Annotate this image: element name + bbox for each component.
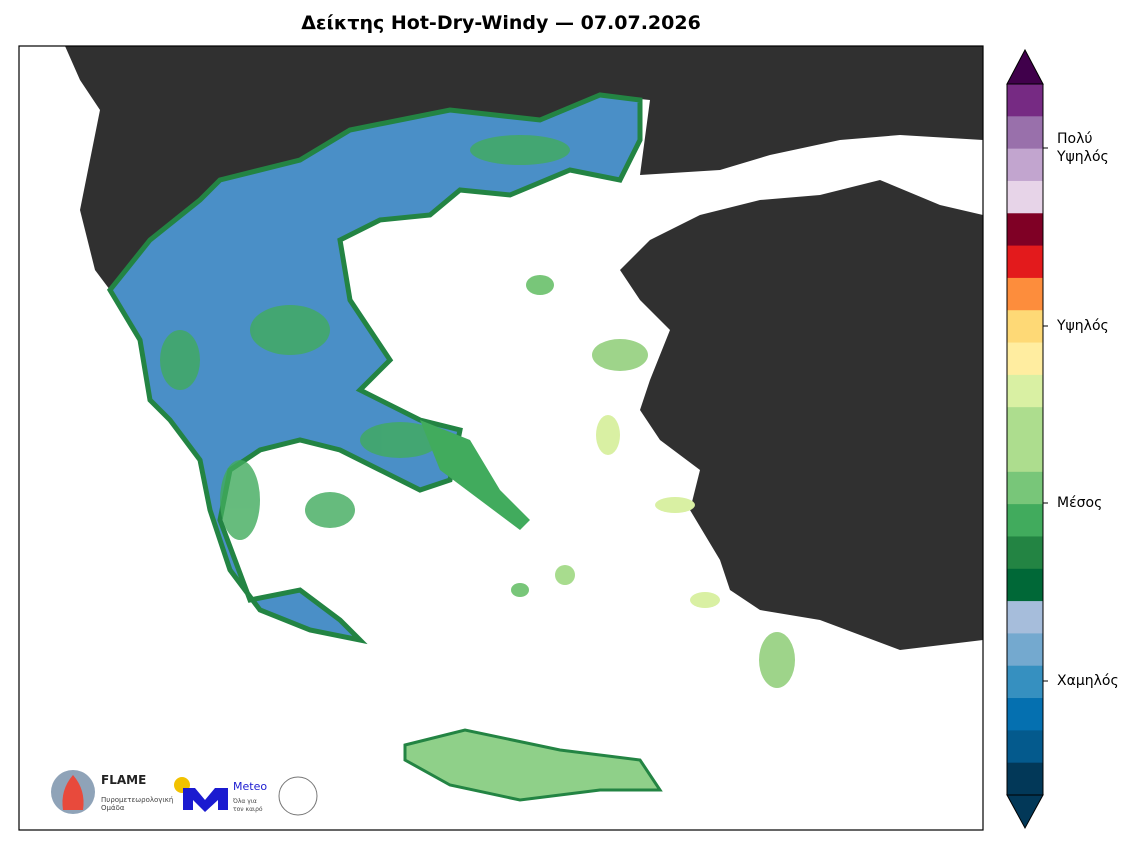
island [759,632,795,688]
colorbar-segment [1007,730,1043,764]
island [690,592,720,608]
turkey [620,180,983,650]
map-title: Δείκτης Hot-Dry-Windy — 07.07.2026 [301,12,701,34]
crete [403,728,663,802]
island [526,275,554,295]
colorbar [1006,48,1048,830]
island [511,583,529,597]
meteo-caption: Όλα για τον καιρό [233,798,263,813]
colorbar-segment [1007,374,1043,408]
colorbar-segment [1007,84,1043,117]
evia [420,420,530,530]
flame-caption: Πυρομετεωρολογική Ομάδα [101,796,174,812]
flame-name: FLAME [101,773,147,787]
greece-mainland [106,92,643,645]
colorbar-segment [1007,310,1043,344]
island [596,415,620,455]
colorbar-segment [1007,762,1043,796]
colorbar-segment [1007,633,1043,667]
island [655,497,695,513]
colorbar-segment [1007,471,1043,505]
colorbar-label: Υψηλός [1057,318,1109,334]
colorbar-segment [1007,665,1043,699]
colorbar-segment [1007,698,1043,731]
colorbar-segment [1007,342,1043,376]
colorbar-segment [1007,245,1043,279]
colorbar-segment [1007,568,1043,602]
green-areas [160,135,570,540]
colorbar-label: Πολύ Υψηλός [1057,131,1109,165]
island [555,565,575,585]
colorbar-segment [1007,407,1043,440]
neighbor-land [65,46,983,290]
colorbar-label: Μέσος [1057,495,1103,511]
colorbar-segment [1007,116,1043,150]
colorbar-segment [1007,504,1043,537]
island [592,339,648,371]
colorbar-segment [1007,213,1043,247]
university-seal [278,776,318,816]
colorbar-segment [1007,180,1043,214]
meteo-name: Meteo [233,780,268,793]
colorbar-under [1006,794,1044,830]
colorbar-segment [1007,439,1043,473]
colorbar-segment [1007,601,1043,634]
colorbar-segment [1007,536,1043,570]
colorbar-over [1006,48,1044,85]
meteo-logo [183,788,228,812]
colorbar-segment [1007,277,1043,311]
colorbar-label: Χαμηλός [1057,673,1119,689]
map-frame [18,45,984,831]
colorbar-frame [1006,83,1044,796]
flame-icon [62,775,84,810]
colorbar-segment [1007,148,1043,182]
